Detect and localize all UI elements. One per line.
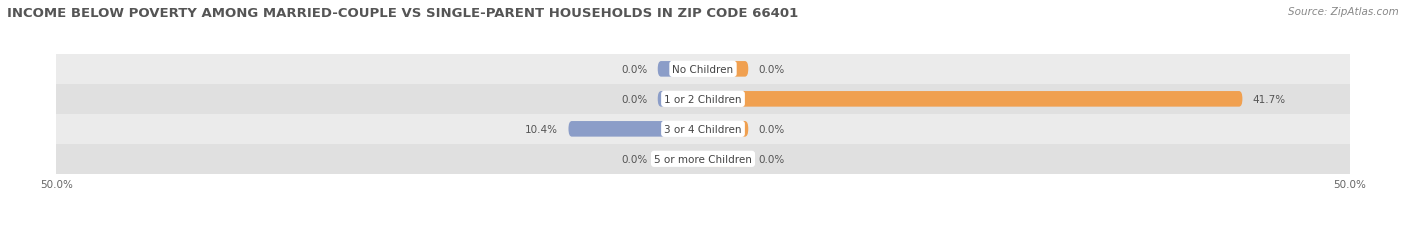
Text: 0.0%: 0.0% [621, 94, 647, 104]
Text: INCOME BELOW POVERTY AMONG MARRIED-COUPLE VS SINGLE-PARENT HOUSEHOLDS IN ZIP COD: INCOME BELOW POVERTY AMONG MARRIED-COUPL… [7, 7, 799, 20]
Text: 1 or 2 Children: 1 or 2 Children [664, 94, 742, 104]
FancyBboxPatch shape [703, 62, 748, 77]
FancyBboxPatch shape [703, 151, 748, 167]
FancyBboxPatch shape [703, 122, 748, 137]
Bar [56, 55, 1350, 85]
Text: No Children: No Children [672, 65, 734, 75]
Text: Source: ZipAtlas.com: Source: ZipAtlas.com [1288, 7, 1399, 17]
Text: 0.0%: 0.0% [759, 124, 785, 134]
FancyBboxPatch shape [568, 122, 703, 137]
Text: 0.0%: 0.0% [621, 154, 647, 164]
Bar [56, 85, 1350, 114]
Bar [56, 144, 1350, 174]
Text: 0.0%: 0.0% [759, 154, 785, 164]
FancyBboxPatch shape [703, 92, 1243, 107]
Text: 41.7%: 41.7% [1253, 94, 1286, 104]
Bar [56, 114, 1350, 144]
FancyBboxPatch shape [658, 62, 703, 77]
Text: 0.0%: 0.0% [759, 65, 785, 75]
Text: 0.0%: 0.0% [621, 65, 647, 75]
FancyBboxPatch shape [658, 92, 703, 107]
FancyBboxPatch shape [658, 151, 703, 167]
Text: 3 or 4 Children: 3 or 4 Children [664, 124, 742, 134]
Text: 10.4%: 10.4% [524, 124, 558, 134]
Text: 5 or more Children: 5 or more Children [654, 154, 752, 164]
